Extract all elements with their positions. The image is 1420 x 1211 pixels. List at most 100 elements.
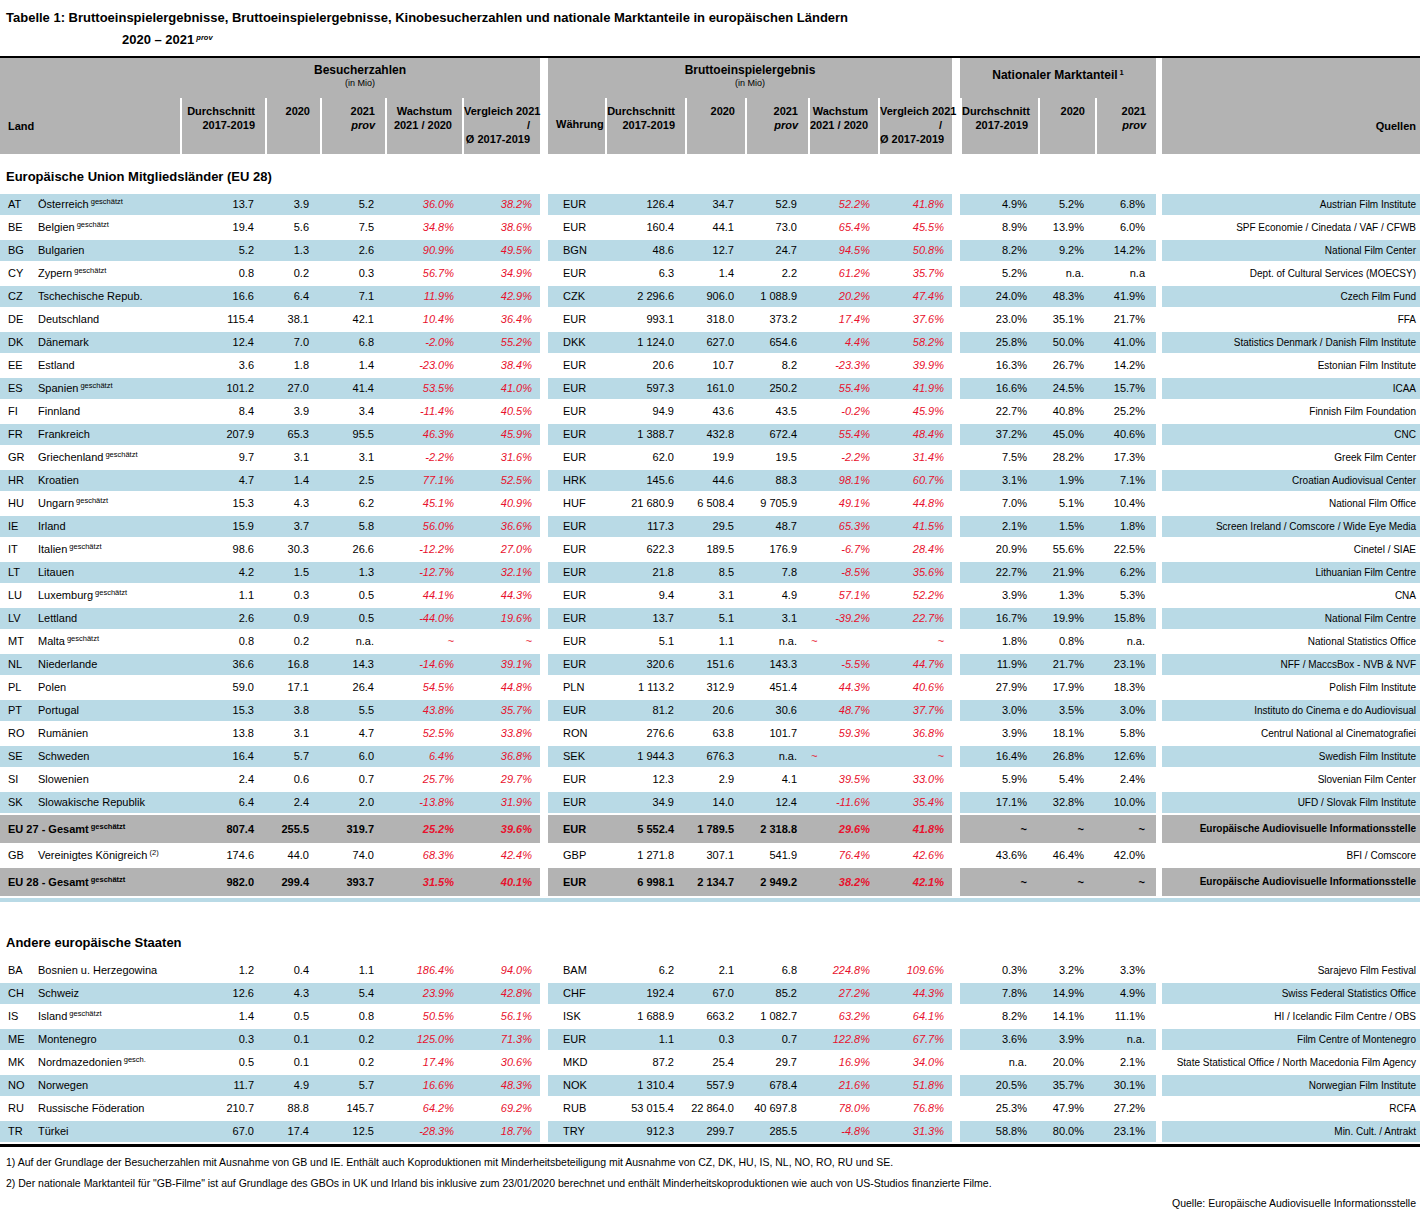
country-code: SI [0,769,30,790]
besucher-avg: 16.4 [180,746,265,767]
gbo-avg: 94.9 [605,401,685,422]
gbo-wachstum: 16.9% [808,1052,878,1073]
country-code: CH [0,983,30,1004]
marktanteil-2021: n.a. [1095,1029,1156,1050]
gutter [540,539,548,560]
gbo-avg: 1 688.9 [605,1006,685,1027]
gbo-2020: 44.1 [685,217,745,238]
gutter [952,493,960,514]
table-row-HR: HRKroatien4.71.42.577.1%52.5%HRK145.644.… [0,470,1420,491]
marktanteil-avg: 4.9% [960,194,1038,215]
gutter [952,1029,960,1050]
besucher-2021: 6.2 [320,493,385,514]
gbo-avg: 62.0 [605,447,685,468]
country-code: NL [0,654,30,675]
gbo-2020: 10.7 [685,355,745,376]
gutter [952,608,960,629]
source-cell: Film Centre of Montenegro [1162,1029,1420,1050]
marktanteil-2021: 10.0% [1095,792,1156,813]
marktanteil-avg: 3.9% [960,585,1038,606]
gbo-wachstum: -0.2% [808,401,878,422]
marktanteil-avg: 8.9% [960,217,1038,238]
marktanteil-2020: 46.4% [1038,845,1095,866]
besucher-vergleich: 44.8% [462,677,540,698]
marktanteil-avg: 20.9% [960,539,1038,560]
marktanteil-2021: 4.9% [1095,983,1156,1004]
gbo-wachstum: ~ [808,631,878,652]
country-label: Maltageschätzt [30,631,180,652]
marktanteil-avg: 7.0% [960,493,1038,514]
table-row-LU: LULuxemburggeschätzt1.10.30.544.1%44.3%E… [0,585,1420,606]
country-code: BG [0,240,30,261]
source-cell: National Film Office [1162,493,1420,514]
marktanteil-avg: 3.1% [960,470,1038,491]
gutter [540,447,548,468]
besucher-vergleich: 42.8% [462,983,540,1004]
gutter [952,355,960,376]
marktanteil-2021: 25.2% [1095,401,1156,422]
country-code: FR [0,424,30,445]
table-row-SE: SESchweden16.45.76.06.4%36.8%SEK1 944.36… [0,746,1420,767]
source-cell: Finnish Film Foundation [1162,401,1420,422]
besucher-2020: 30.3 [265,539,320,560]
gbo-2021: 541.9 [745,845,808,866]
besucher-2021: 1.4 [320,355,385,376]
gutter [952,562,960,583]
gbo-wachstum: -8.5% [808,562,878,583]
marktanteil-2021: 11.1% [1095,1006,1156,1027]
gbo-vergleich: 42.6% [878,845,952,866]
besucher-2020: 7.0 [265,332,320,353]
besucher-wachstum: -2.2% [385,447,462,468]
gbo-avg: 597.3 [605,378,685,399]
country-label: Österreichgeschätzt [30,194,180,215]
source-cell: FFA [1162,309,1420,330]
source-cell: Greek Film Center [1162,447,1420,468]
gbo-vergleich: 40.6% [878,677,952,698]
country-code: IS [0,1006,30,1027]
gutter [952,424,960,445]
gbo-2021: 43.5 [745,401,808,422]
besucher-vergleich: 38.6% [462,217,540,238]
gbo-wachstum: 44.3% [808,677,878,698]
gbo-2020: 5.1 [685,608,745,629]
country-label: Irland [30,516,180,537]
gbo-2021: 85.2 [745,983,808,1004]
besucher-2020: 3.1 [265,723,320,744]
marktanteil-2021: 21.7% [1095,309,1156,330]
header-besucher-2020: 2020 [265,98,320,154]
marktanteil-2021: ~ [1095,868,1156,896]
besucher-avg: 2.6 [180,608,265,629]
table-row-BG: BGBulgarien5.21.32.690.9%49.5%BGN48.612.… [0,240,1420,261]
besucher-vergleich: 69.2% [462,1098,540,1119]
besucher-2021: 26.6 [320,539,385,560]
country-code: GR [0,447,30,468]
besucher-vergleich: 40.9% [462,493,540,514]
currency: EUR [548,815,605,843]
header-gbo-vergleich: Vergleich 2021/Ø 2017-2019 [878,98,952,154]
marktanteil-avg: 3.0% [960,700,1038,721]
currency: BGN [548,240,605,261]
besucher-avg: 12.4 [180,332,265,353]
gbo-2020: 19.9 [685,447,745,468]
besucher-avg: 1.1 [180,585,265,606]
besucher-avg: 15.3 [180,700,265,721]
gbo-wachstum: 27.2% [808,983,878,1004]
besucher-2020: 5.7 [265,746,320,767]
gbo-wachstum: -2.2% [808,447,878,468]
besucher-avg: 207.9 [180,424,265,445]
besucher-2021: 1.3 [320,562,385,583]
besucher-wachstum: 34.8% [385,217,462,238]
spacer [0,154,1420,168]
gbo-avg: 912.3 [605,1121,685,1142]
besucher-avg: 4.7 [180,470,265,491]
source-cell: Czech Film Fund [1162,286,1420,307]
marktanteil-avg: 58.8% [960,1121,1038,1142]
country-label: Estland [30,355,180,376]
gbo-2020: 312.9 [685,677,745,698]
gbo-2021: 48.7 [745,516,808,537]
source-cell: HI / Icelandic Film Centre / OBS [1162,1006,1420,1027]
gbo-avg: 53 015.4 [605,1098,685,1119]
section-title-other: Andere europäische Staaten [0,934,1420,952]
marktanteil-2020: 5.4% [1038,769,1095,790]
gutter [540,677,548,698]
